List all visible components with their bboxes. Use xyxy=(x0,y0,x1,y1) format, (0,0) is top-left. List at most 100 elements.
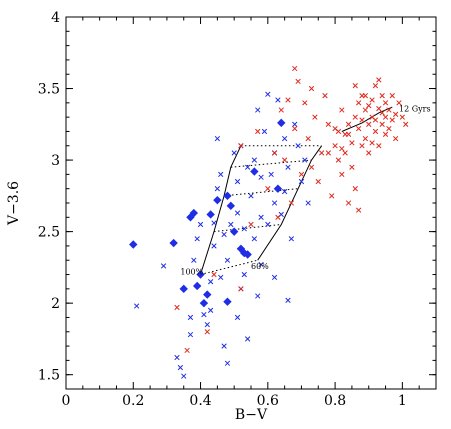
data-point-x xyxy=(366,150,372,156)
isochrone-dotted-line xyxy=(213,224,282,233)
data-point-x xyxy=(214,135,221,142)
data-point-x xyxy=(234,210,241,216)
data-point-x xyxy=(355,125,362,132)
data-point-diamond xyxy=(129,240,138,249)
data-point-x xyxy=(251,236,258,242)
data-point-x xyxy=(386,125,392,132)
data-point-x xyxy=(265,221,271,228)
data-point-x xyxy=(174,354,180,361)
data-point-x xyxy=(234,314,241,321)
data-point-x xyxy=(261,128,268,135)
data-point-x xyxy=(399,114,406,120)
data-point-x xyxy=(241,226,247,232)
data-point-x xyxy=(201,311,207,318)
data-point-x xyxy=(298,178,305,185)
data-point-diamond xyxy=(192,281,202,291)
data-point-x xyxy=(281,188,288,195)
data-point-x xyxy=(204,329,210,335)
data-point-x xyxy=(382,114,389,120)
data-point-x xyxy=(211,220,217,226)
data-point-x xyxy=(285,97,291,103)
data-point-x xyxy=(329,193,335,199)
data-point-x xyxy=(332,143,338,149)
data-point-diamond xyxy=(179,284,188,294)
data-point-x xyxy=(339,145,345,152)
x-tick-label: 0 xyxy=(62,393,71,409)
data-point-x xyxy=(255,128,261,135)
data-point-x xyxy=(325,150,332,156)
data-point-x xyxy=(359,117,365,123)
data-point-diamond xyxy=(226,201,236,211)
data-point-x xyxy=(345,131,352,137)
data-point-x xyxy=(366,121,372,127)
annotation-100-percent: 100% xyxy=(180,268,203,277)
data-point-x xyxy=(271,274,278,281)
data-point-x xyxy=(325,121,332,127)
data-point-x xyxy=(133,303,140,309)
data-point-diamond xyxy=(250,167,259,176)
model-track-line xyxy=(341,106,393,132)
data-point-x xyxy=(318,150,325,156)
data-point-diamond xyxy=(273,184,283,193)
data-point-x xyxy=(308,164,315,170)
data-point-x xyxy=(194,236,200,242)
data-point-x xyxy=(396,100,402,106)
data-point-x xyxy=(355,207,362,213)
data-point-x xyxy=(234,178,241,185)
data-point-x xyxy=(224,360,231,366)
data-point-diamond xyxy=(277,118,286,128)
y-tick-label: 4 xyxy=(51,10,60,26)
data-point-x xyxy=(244,336,251,342)
annotation-60-percent: 60% xyxy=(251,262,269,271)
axis-ticks: 0 0.2 0.4 0.6 0.8 1 1.5 2 2.5 3 3.5 4 xyxy=(38,10,436,409)
x-tick-label: 1 xyxy=(398,393,407,409)
data-point-x xyxy=(372,83,379,89)
annotation-12-gyrs: 12 Gyrs xyxy=(399,104,431,113)
data-point-x xyxy=(379,110,385,116)
data-point-x xyxy=(292,121,298,127)
data-point-x xyxy=(308,85,315,92)
data-point-x xyxy=(275,97,281,103)
data-point-x xyxy=(332,125,338,132)
x-tick-label: 0.2 xyxy=(122,393,144,409)
data-point-x xyxy=(211,271,217,278)
data-point-x xyxy=(369,97,375,103)
y-tick-label: 2 xyxy=(51,296,60,312)
y-axis-title: V−3.6 xyxy=(6,181,22,226)
data-point-x xyxy=(379,121,385,127)
data-point-x xyxy=(211,243,217,249)
y-tick-label: 3.5 xyxy=(38,82,60,98)
data-point-x xyxy=(292,125,298,132)
data-point-x xyxy=(382,131,389,137)
data-point-x xyxy=(352,186,358,192)
data-point-x xyxy=(268,171,274,178)
y-tick-label: 2.5 xyxy=(38,225,60,241)
data-point-x xyxy=(339,107,345,113)
data-point-x xyxy=(345,121,352,127)
data-point-x xyxy=(214,186,221,192)
data-point-x xyxy=(191,257,197,263)
data-point-diamond xyxy=(199,298,209,308)
data-point-x xyxy=(312,114,318,120)
data-point-x xyxy=(181,373,187,379)
data-point-x xyxy=(335,157,342,163)
data-point-x xyxy=(258,174,264,180)
y-tick-label: 1.5 xyxy=(38,368,60,384)
data-point-x xyxy=(281,135,288,142)
data-point-x xyxy=(322,93,328,99)
data-point-x xyxy=(305,135,311,142)
data-point-x xyxy=(386,107,392,113)
data-point-x xyxy=(281,157,288,163)
data-point-x xyxy=(278,107,284,113)
data-point-x xyxy=(352,114,358,120)
data-point-x xyxy=(275,214,281,220)
data-point-diamond xyxy=(243,250,252,259)
data-point-x xyxy=(248,221,254,228)
data-point-x xyxy=(366,103,372,109)
data-point-x xyxy=(285,164,291,170)
data-point-x xyxy=(221,343,227,349)
x-tick-label: 0.6 xyxy=(257,393,279,409)
data-point-x xyxy=(359,143,365,149)
data-point-diamond xyxy=(189,208,199,218)
data-point-x xyxy=(231,150,237,156)
